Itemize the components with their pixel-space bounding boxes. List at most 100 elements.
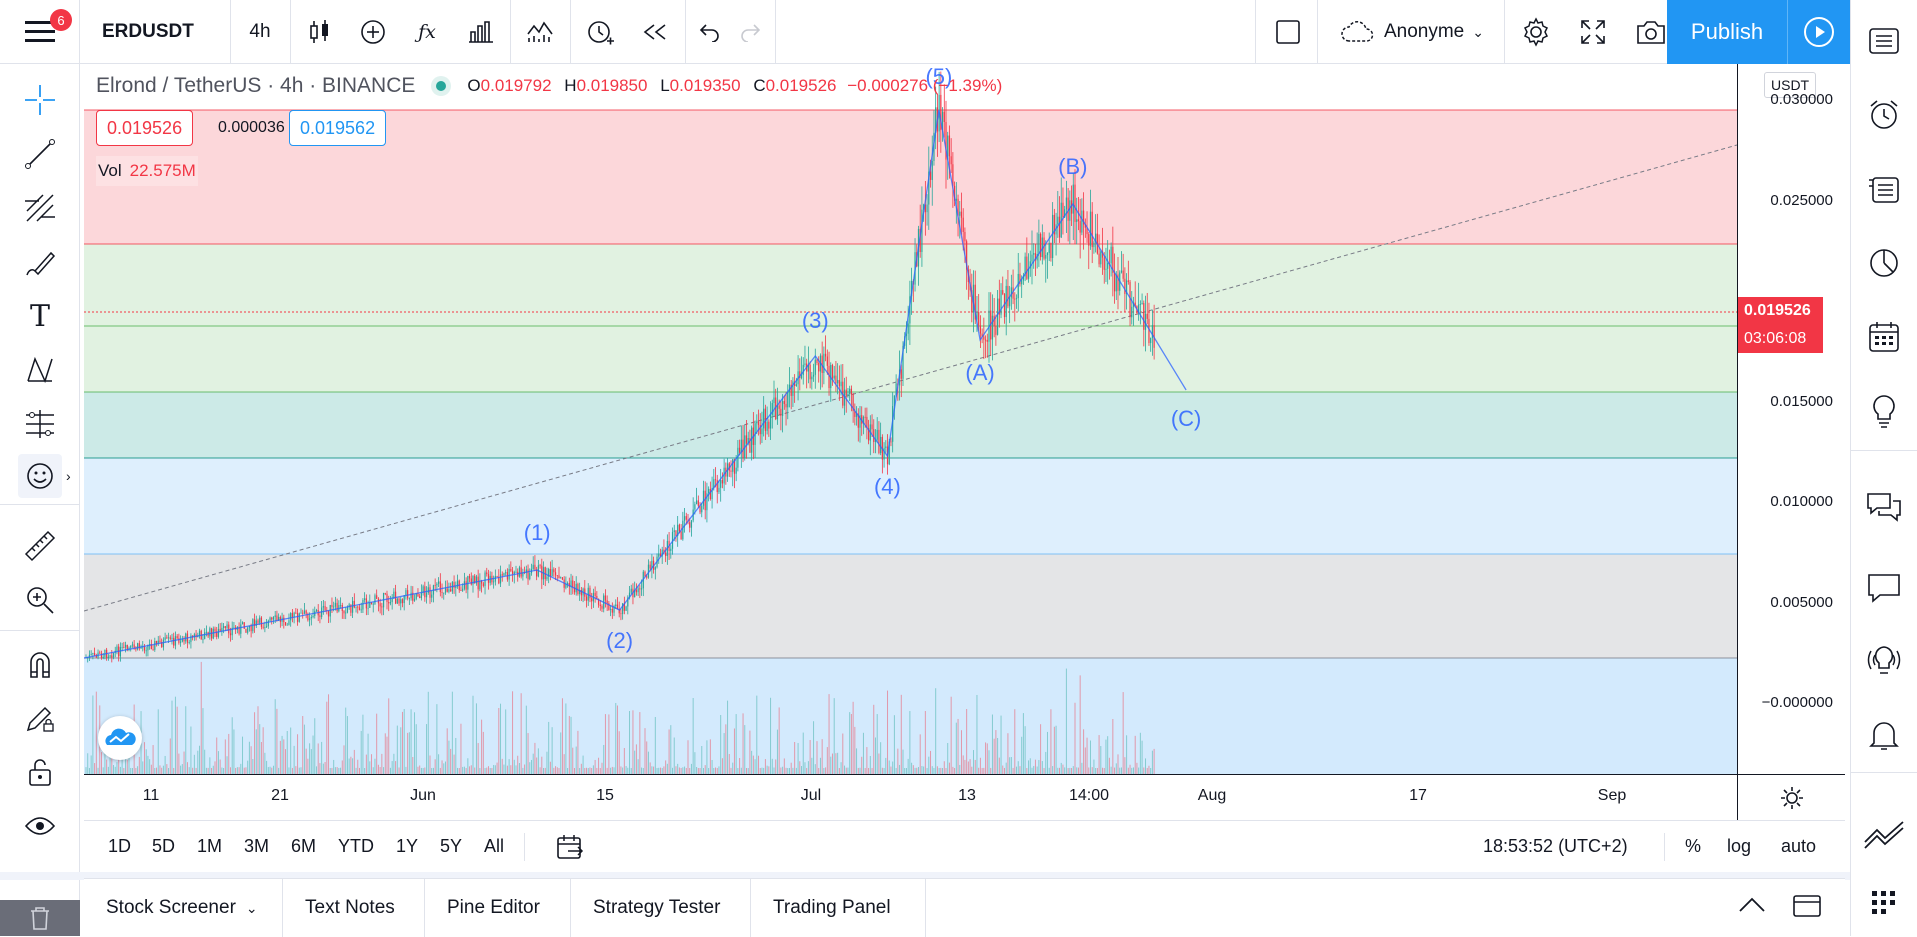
- candle-body: [290, 613, 292, 621]
- chevron-right-icon[interactable]: ›: [66, 468, 71, 484]
- ideas-stream-button[interactable]: [1859, 386, 1909, 436]
- undo-button[interactable]: [690, 0, 730, 64]
- range-1d[interactable]: 1D: [108, 836, 132, 856]
- alert-button[interactable]: [575, 0, 625, 64]
- patterns-tool[interactable]: [18, 348, 62, 392]
- top-toolbar: ERDUSDT 4h ƒx Anonyme ⌄: [80, 0, 1850, 64]
- range-ytd[interactable]: YTD: [338, 836, 374, 856]
- chart-settings-corner[interactable]: [1737, 774, 1845, 820]
- ideas-button[interactable]: [1859, 636, 1909, 686]
- icon-tool[interactable]: [18, 454, 62, 498]
- chart-pane[interactable]: (1) (2) (3) (4) (5) (A) (B) (C): [84, 64, 1737, 774]
- bell-icon: [1869, 722, 1899, 750]
- range-5d[interactable]: 5D: [152, 836, 176, 856]
- brush-tool[interactable]: [18, 240, 62, 284]
- expand-panel-button[interactable]: [1737, 893, 1767, 924]
- symbol-search-button[interactable]: ERDUSDT: [102, 21, 194, 42]
- symbol-title[interactable]: Elrond / TetherUS · 4h · BINANCE: [96, 74, 416, 97]
- candle-body: [864, 416, 866, 418]
- range-6m[interactable]: 6M: [291, 836, 317, 856]
- redo-button[interactable]: [730, 0, 770, 64]
- candle-body: [929, 171, 932, 180]
- candle-body: [266, 626, 268, 628]
- candle-body: [1110, 246, 1112, 264]
- candle-body: [527, 569, 529, 580]
- chart-type-button[interactable]: [295, 0, 345, 64]
- candle-body: [1081, 210, 1083, 233]
- time-scale[interactable]: 11 21 Jun 15 Jul 13 14:00 Aug 17 Sep: [84, 774, 1737, 820]
- tab-trading-panel[interactable]: Trading Panel: [751, 879, 926, 937]
- candle-body: [221, 627, 223, 632]
- measure-tool[interactable]: [18, 524, 62, 568]
- price-scale[interactable]: USDT 0.030000 0.025000 0.015000 0.010000…: [1737, 64, 1845, 774]
- financials-button[interactable]: [456, 0, 506, 64]
- range-1y[interactable]: 1Y: [396, 836, 419, 856]
- replay-button[interactable]: [630, 0, 680, 64]
- settings-button[interactable]: [1508, 0, 1563, 64]
- candle-body: [599, 604, 601, 607]
- calendar-button[interactable]: [1859, 312, 1909, 362]
- candle-body: [615, 604, 617, 606]
- tab-pine-editor[interactable]: Pine Editor: [425, 879, 571, 937]
- main-menu-button[interactable]: 6: [0, 0, 80, 64]
- fullscreen-button[interactable]: [1565, 0, 1620, 64]
- hotlist-button[interactable]: [1859, 238, 1909, 288]
- currency-label[interactable]: USDT: [1764, 72, 1817, 98]
- data-window-button[interactable]: [1859, 164, 1909, 214]
- publish-video-button[interactable]: [1787, 0, 1850, 64]
- tradingview-logo[interactable]: [98, 716, 142, 760]
- prediction-tool[interactable]: [18, 402, 62, 446]
- lock-drawings-button[interactable]: [18, 750, 62, 794]
- widget-grid-button[interactable]: [1859, 878, 1909, 928]
- tab-stock-screener[interactable]: Stock Screener ⌄: [84, 879, 283, 937]
- remove-drawings-button[interactable]: [0, 900, 80, 936]
- crosshair-tool[interactable]: [18, 78, 62, 122]
- range-5y[interactable]: 5Y: [440, 836, 463, 856]
- candle-body: [477, 576, 479, 590]
- private-chats-button[interactable]: [1859, 562, 1909, 612]
- candle-body: [554, 572, 557, 576]
- watchlist-button[interactable]: [1859, 16, 1909, 66]
- gann-fib-tool[interactable]: [18, 186, 62, 230]
- magnet-mode-button[interactable]: [18, 642, 62, 686]
- range-1m[interactable]: 1M: [197, 836, 223, 856]
- candle-body: [833, 375, 835, 379]
- publish-button[interactable]: Publish: [1667, 0, 1787, 64]
- candle-body: [484, 572, 486, 586]
- indicators-button[interactable]: ƒx: [402, 0, 452, 64]
- candle-body: [868, 428, 870, 441]
- save-layout-button[interactable]: Anonyme ⌄: [1322, 0, 1502, 64]
- buy-price-button[interactable]: 0.019562: [289, 110, 387, 146]
- templates-button[interactable]: [515, 0, 565, 64]
- auto-scale-toggle[interactable]: auto: [1781, 836, 1817, 856]
- alerts-button[interactable]: [1859, 90, 1909, 140]
- compare-button[interactable]: [348, 0, 398, 64]
- zoom-tool[interactable]: [18, 578, 62, 622]
- candle-body: [580, 590, 582, 596]
- chats-button[interactable]: [1859, 482, 1909, 532]
- range-3m[interactable]: 3M: [244, 836, 270, 856]
- clock-timezone[interactable]: 18:53:52 (UTC+2): [1483, 836, 1628, 856]
- sell-price-button[interactable]: 0.019526: [96, 110, 194, 146]
- tab-strategy-tester[interactable]: Strategy Tester: [571, 879, 751, 937]
- trend-line-tool[interactable]: [18, 132, 62, 176]
- candle-body: [651, 560, 653, 569]
- interval-button[interactable]: 4h: [249, 21, 271, 42]
- hide-drawings-button[interactable]: [18, 804, 62, 848]
- stay-in-drawing-mode-button[interactable]: [18, 696, 62, 740]
- price-chart[interactable]: (1) (2) (3) (4) (5) (A) (B) (C): [84, 64, 1737, 774]
- notifications-button[interactable]: [1859, 710, 1909, 760]
- candle-body: [345, 612, 347, 614]
- range-all[interactable]: All: [484, 836, 505, 856]
- time-tick: 13: [958, 787, 976, 804]
- trading-panel-widget-button[interactable]: [1859, 810, 1909, 860]
- goto-date-button[interactable]: [556, 834, 584, 865]
- cloud-icon: [1341, 21, 1374, 42]
- text-tool[interactable]: T: [18, 294, 62, 338]
- log-scale-toggle[interactable]: log: [1727, 836, 1752, 856]
- percent-scale-toggle[interactable]: %: [1685, 836, 1702, 856]
- tab-text-notes[interactable]: Text Notes: [283, 879, 425, 937]
- maximize-panel-button[interactable]: [1792, 893, 1822, 924]
- layout-select-button[interactable]: [1260, 0, 1315, 64]
- snapshot-button[interactable]: [1623, 0, 1678, 64]
